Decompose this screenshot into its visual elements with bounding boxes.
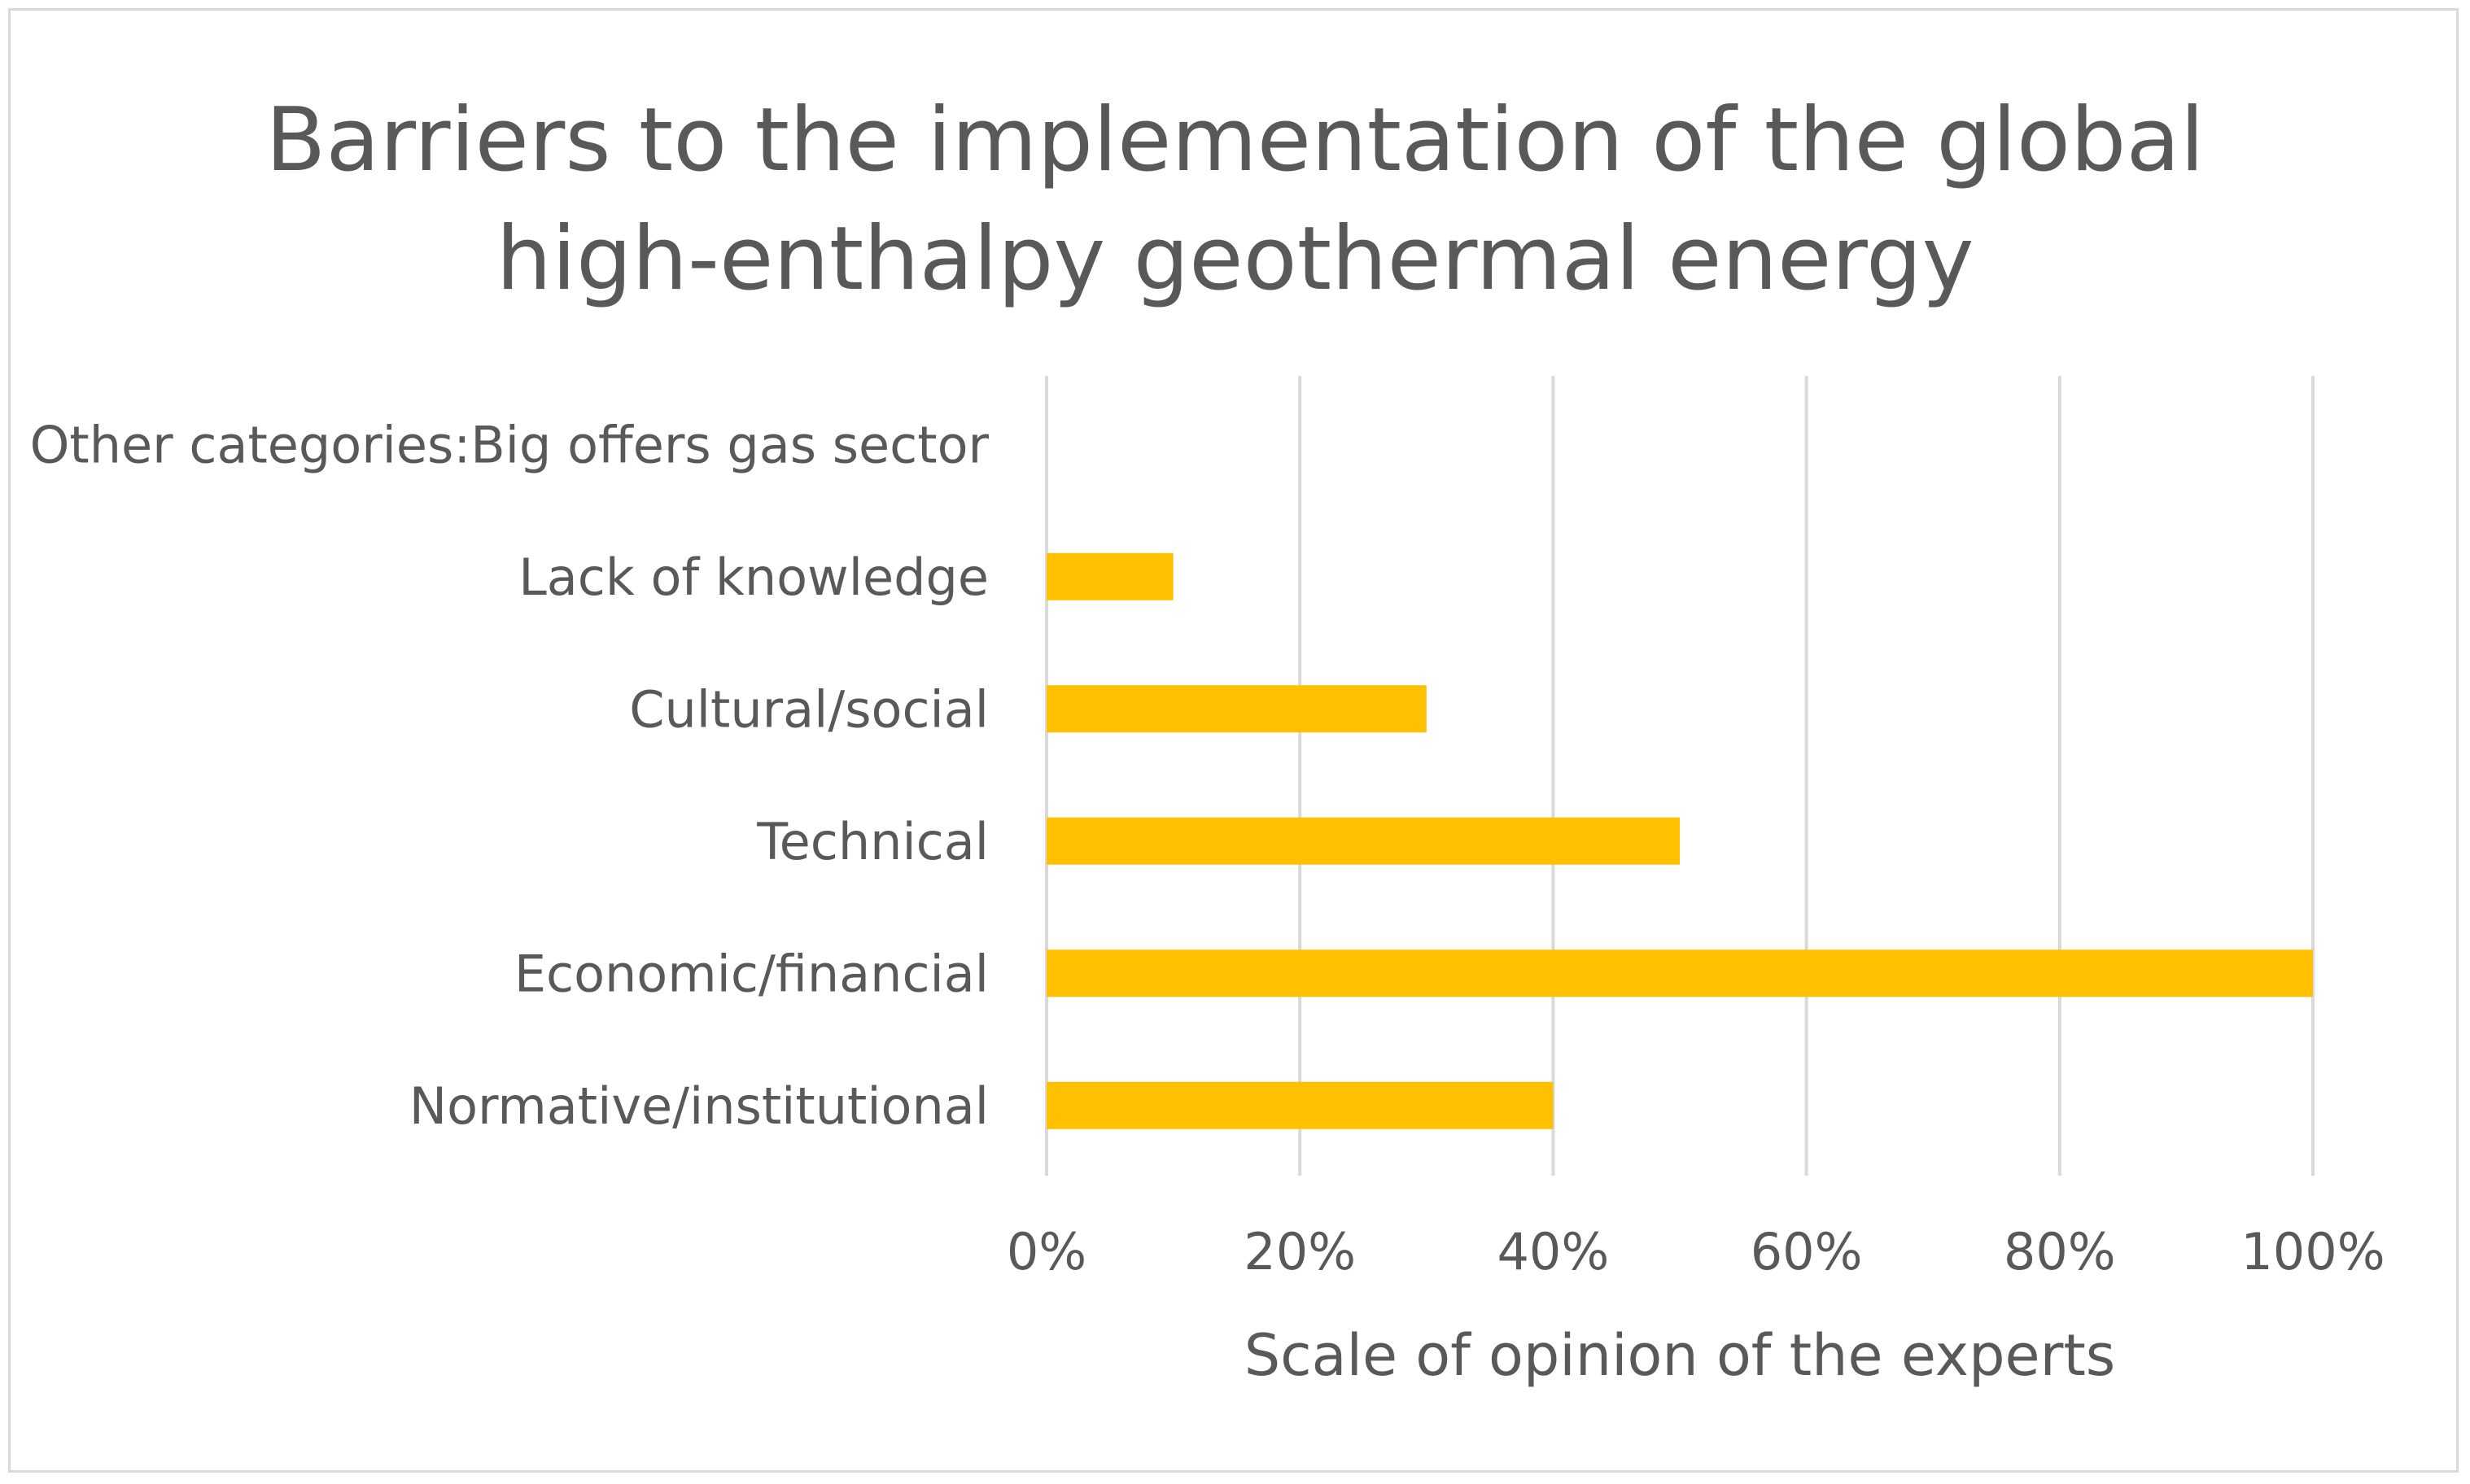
chart-title-line-1: Barriers to the implementation of the gl… [265,89,2205,191]
x-tick-labels: 0% 20% 40% 60% 80% 100% [1007,1222,2385,1281]
x-tick-label: 0% [1007,1222,1086,1281]
gridlines [1045,376,2315,1176]
bar [1047,949,2313,997]
category-label: Normative/institutional [409,1076,989,1136]
chart-title: Barriers to the implementation of the gl… [0,81,2470,319]
category-label: Cultural/social [629,679,989,739]
bar [1047,1081,1554,1129]
chart-title-line-2: high-enthalpy geothermal energy [496,208,1974,310]
x-tick-label: 100% [2240,1222,2385,1281]
x-tick-label: 80% [2004,1222,2116,1281]
bar [1047,552,1174,600]
x-tick-label: 40% [1497,1222,1609,1281]
x-tick-label: 20% [1244,1222,1356,1281]
chart-frame [8,8,2459,1473]
bar [1047,817,1680,865]
category-labels: Normative/institutional Economic/financia… [30,415,990,1136]
category-label: Economic/financial [514,944,989,1003]
x-axis-title: Scale of opinion of the experts [1244,1322,2116,1389]
bars [1047,552,2313,1129]
category-label: Other categories:Big offers gas sector [30,415,990,474]
category-label: Technical [756,812,989,871]
category-label: Lack of knowledge [518,548,989,607]
x-tick-label: 60% [1751,1222,1863,1281]
bar [1047,685,1427,733]
